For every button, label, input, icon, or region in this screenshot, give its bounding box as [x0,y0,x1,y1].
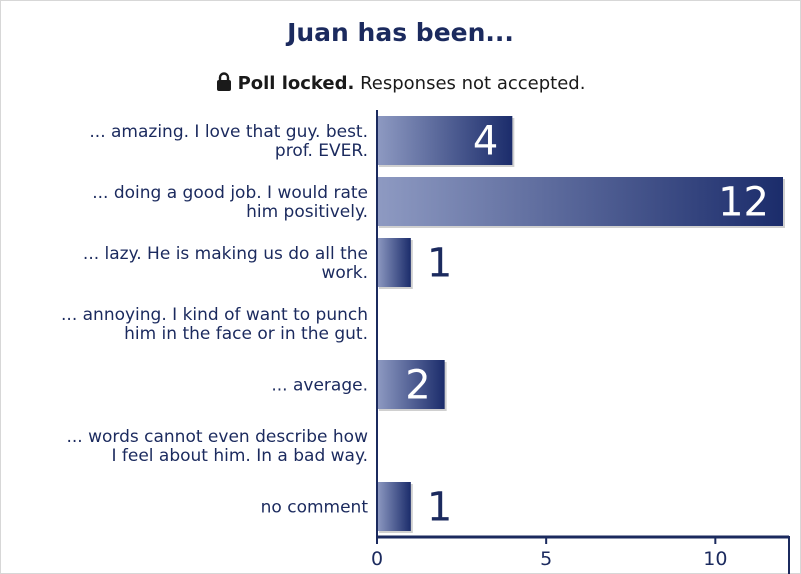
category-label: ... doing a good job. I would rate [92,183,368,203]
bar-value-label: 1 [427,485,452,531]
category-label: ... annoying. I kind of want to punch [61,305,368,325]
category-label: him in the face or in the gut. [124,324,368,344]
bar-value-label: 1 [427,241,452,287]
bar-value-label: 2 [405,363,430,409]
category-label: no comment [261,498,369,518]
category-label: ... average. [271,376,368,396]
bar [377,116,513,165]
category-label: prof. EVER. [275,141,368,161]
poll-status-text: Responses not accepted. [354,73,586,94]
poll-status-strong: Poll locked. [237,73,355,94]
bar-value-label: 12 [718,180,769,226]
bar-value-label: 4 [473,119,498,165]
bar [377,177,783,226]
category-label: I feel about him. In a bad way. [111,446,368,466]
category-label: ... lazy. He is making us do all the [83,244,368,264]
category-label: ... amazing. I love that guy. best. [89,122,368,142]
bar [377,482,411,531]
x-tick-label: 0 [371,548,383,570]
poll-status: Poll locked. Responses not accepted. [0,72,801,96]
x-tick-label: 10 [703,548,727,570]
x-tick-label: 5 [540,548,552,570]
lock-icon [216,72,232,96]
category-label: ... words cannot even describe how [66,427,368,447]
poll-title: Juan has been... [287,18,514,47]
category-label: work. [321,263,368,283]
bar [377,238,411,287]
category-label: him positively. [246,202,368,222]
bar [377,360,445,409]
